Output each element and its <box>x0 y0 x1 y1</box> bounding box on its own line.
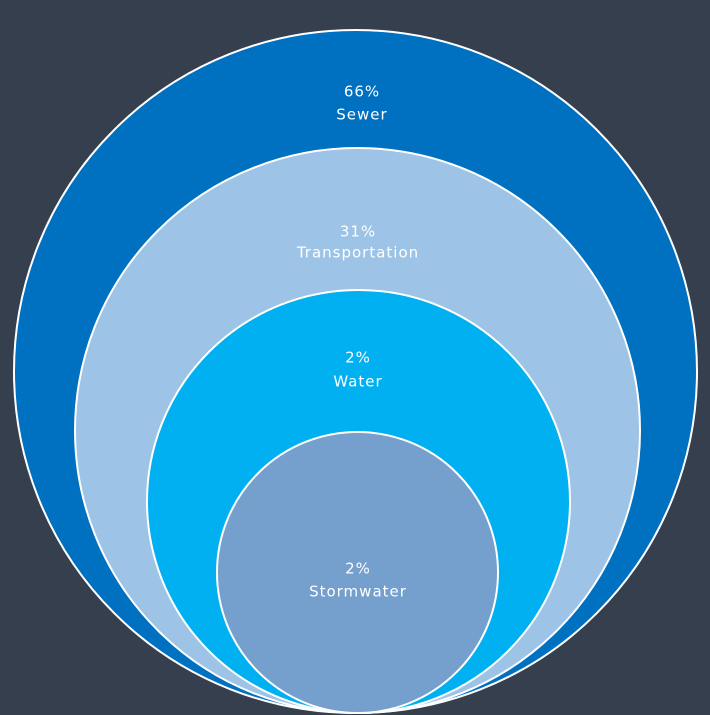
node-label: Water <box>333 373 382 391</box>
percent-label: 2% <box>345 349 371 367</box>
stormwater-circle <box>216 431 499 714</box>
node-label: Sewer <box>336 106 387 124</box>
percent-label: 31% <box>340 223 376 241</box>
percent-label: 2% <box>345 560 371 578</box>
percent-label: 66% <box>344 83 380 101</box>
node-label: Transportation <box>296 244 419 262</box>
node-label: Stormwater <box>309 583 407 601</box>
